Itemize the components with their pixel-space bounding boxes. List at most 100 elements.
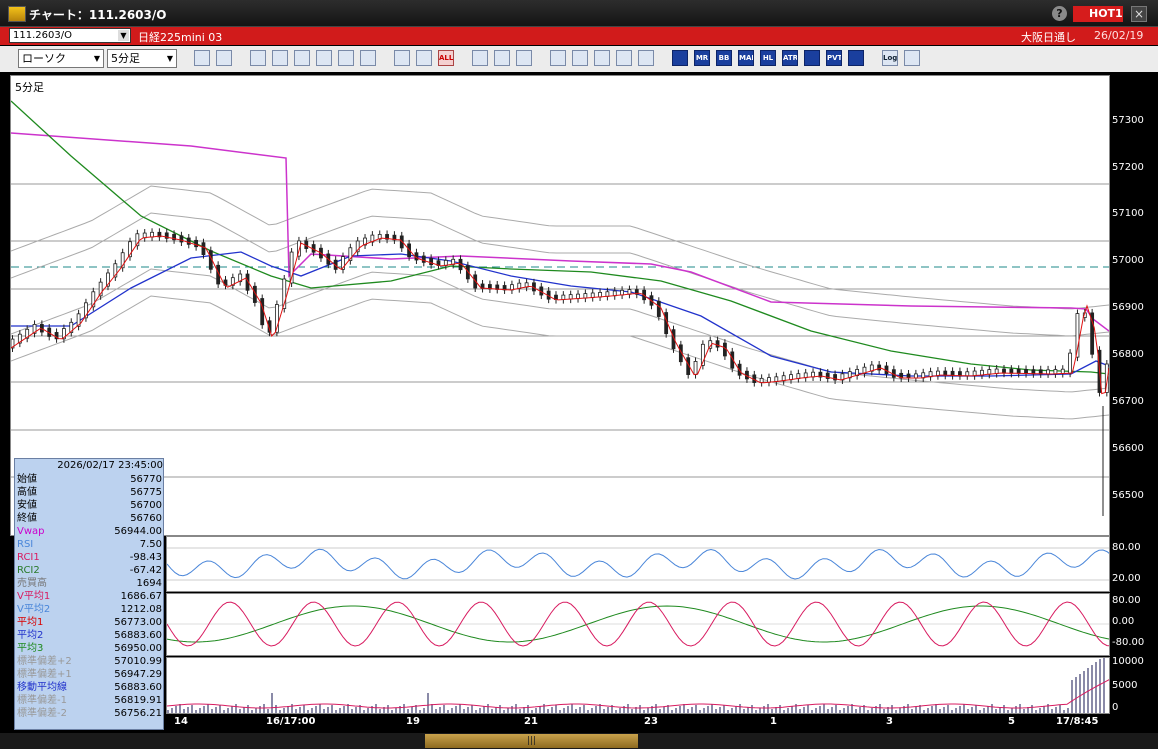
volume-bar <box>795 704 797 713</box>
candle-body <box>671 329 676 350</box>
candle-body <box>172 233 176 241</box>
rci-panel[interactable] <box>166 593 1110 656</box>
grid-icon[interactable] <box>472 50 488 66</box>
chevron-down-icon[interactable]: ▼ <box>166 54 174 63</box>
volume-bar <box>619 708 621 713</box>
candle-body <box>414 252 419 261</box>
chart-type-select[interactable]: ローソク ▼ <box>18 49 104 68</box>
volume-bar <box>1075 677 1077 713</box>
bb-icon[interactable]: BB <box>716 50 732 66</box>
volume-bar <box>715 709 717 713</box>
chart-scrollbar[interactable]: ||| <box>0 733 1158 749</box>
volume-bar <box>975 705 977 713</box>
zoom-icon[interactable] <box>194 50 210 66</box>
undo-icon[interactable] <box>316 50 332 66</box>
x-tick-label: 14 <box>174 716 188 727</box>
download-icon[interactable] <box>550 50 566 66</box>
volume-bar <box>167 710 169 713</box>
volume-bar <box>1007 710 1009 713</box>
pvt-label: PVT <box>827 54 842 62</box>
box-icon[interactable] <box>848 50 864 66</box>
volume-bar <box>943 707 945 713</box>
x-tick-label: 16/17:00 <box>266 716 316 727</box>
volume-bar <box>411 707 413 713</box>
swap-icon[interactable] <box>616 50 632 66</box>
mae-icon[interactable]: MAE <box>738 50 754 66</box>
all-icon[interactable]: ALL <box>438 50 454 66</box>
volume-bar <box>903 706 905 713</box>
chevron-down-icon[interactable]: ▼ <box>93 54 101 63</box>
mark-icon[interactable] <box>394 50 410 66</box>
indicator-label: 標準偏差-1 <box>17 695 67 706</box>
volume-bar <box>567 706 569 713</box>
mr-icon[interactable]: MR <box>694 50 710 66</box>
chevron-down-icon[interactable]: ▼ <box>118 30 129 41</box>
volume-bar <box>747 707 749 713</box>
trash-icon[interactable] <box>360 50 376 66</box>
search-icon[interactable] <box>572 50 588 66</box>
hl-icon[interactable]: HL <box>760 50 776 66</box>
indicator-value: 1212.08 <box>120 604 162 615</box>
candle-body <box>164 232 169 239</box>
log-icon[interactable]: Log <box>882 50 898 66</box>
rsi-icon[interactable] <box>804 50 820 66</box>
candle-body <box>120 252 125 269</box>
crosshair-icon[interactable] <box>216 50 232 66</box>
volume-bar <box>859 707 861 713</box>
volume-bar <box>207 704 209 713</box>
volume-average-line <box>167 679 1109 709</box>
volume-bar <box>1079 674 1081 713</box>
scrollbar-thumb[interactable]: ||| <box>425 734 638 748</box>
list-icon[interactable] <box>338 50 354 66</box>
volume-bar <box>175 706 177 713</box>
app-icon <box>8 6 26 22</box>
pvt-icon[interactable]: PVT <box>826 50 842 66</box>
plus-icon[interactable] <box>904 50 920 66</box>
volume-bar <box>599 704 601 713</box>
table-icon[interactable] <box>594 50 610 66</box>
line-icon[interactable] <box>272 50 288 66</box>
volume-bar <box>431 704 433 713</box>
candle-body <box>634 289 639 295</box>
candle-body <box>965 371 970 377</box>
close-button[interactable]: × <box>1131 6 1147 22</box>
volume-bar <box>335 710 337 713</box>
volume-bar <box>783 710 785 713</box>
volume-bar <box>219 705 221 713</box>
volume-bar <box>511 706 513 713</box>
y-tick-label: 80.00 <box>1112 595 1141 606</box>
brush-icon[interactable] <box>494 50 510 66</box>
volume-bar <box>671 710 673 713</box>
bb-label: BB <box>718 54 730 62</box>
mark2-icon[interactable] <box>416 50 432 66</box>
color-icon[interactable] <box>516 50 532 66</box>
help-icon[interactable]: ? <box>1052 6 1067 21</box>
volume-bar <box>939 709 941 713</box>
volume-bar <box>759 708 761 713</box>
volume-bar <box>1023 709 1025 713</box>
candle-body <box>62 328 66 340</box>
blank-icon[interactable] <box>638 50 654 66</box>
pen-icon[interactable] <box>250 50 266 66</box>
hot-button[interactable]: HOT1 <box>1073 6 1123 22</box>
candle-body <box>157 231 162 238</box>
atr-icon[interactable]: ATR <box>782 50 798 66</box>
indicator-row: RCI1 -98.43 <box>17 551 163 564</box>
cursor-icon[interactable] <box>294 50 310 66</box>
volume-bar <box>171 708 173 713</box>
volume-bar <box>923 710 925 713</box>
volume-bar <box>635 707 637 713</box>
rsi-panel[interactable] <box>166 536 1110 592</box>
volume-bar <box>539 706 541 713</box>
symbol-select[interactable]: 111.2603/O ▼ <box>9 28 131 43</box>
volume-bar <box>575 709 577 713</box>
period-select[interactable]: 5分足 ▼ <box>107 49 177 68</box>
title-bar: チャート：111.2603/O ? HOT1 × <box>0 0 1158 27</box>
volume-bar <box>851 704 853 713</box>
price-chart[interactable] <box>10 75 1110 536</box>
volume-panel[interactable] <box>166 657 1110 714</box>
candle-body <box>17 333 22 344</box>
volume-bar <box>835 705 837 713</box>
table2-icon[interactable] <box>672 50 688 66</box>
candle-body <box>715 340 720 348</box>
